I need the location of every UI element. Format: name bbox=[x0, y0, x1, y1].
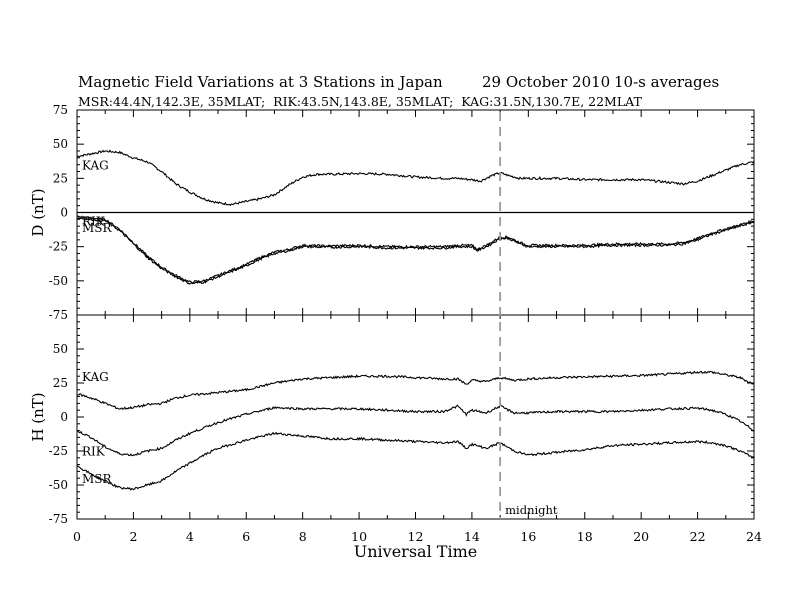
bottom-panel-frame bbox=[76, 314, 755, 520]
top-series-label-rik: RIK bbox=[82, 215, 106, 229]
top-ytick-label: 75 bbox=[53, 103, 68, 117]
chart-averaging: 10-s averages bbox=[614, 73, 720, 91]
xtick-label: 8 bbox=[299, 529, 307, 544]
top-ytick-label: 0 bbox=[60, 206, 68, 220]
bottom-series-kag bbox=[77, 370, 755, 410]
top-series-rik bbox=[76, 215, 755, 284]
xtick-label: 24 bbox=[746, 529, 762, 544]
station-list: MSR:44.4N,142.3E, 35MLAT; RIK:43.5N,143.… bbox=[78, 94, 642, 109]
top-series-label-kag: KAG bbox=[82, 158, 109, 172]
bottom-series-msr bbox=[76, 431, 755, 491]
bottom-ytick-label: 25 bbox=[53, 376, 68, 390]
bottom-ytick-label: -50 bbox=[49, 478, 68, 492]
bottom-series-rik bbox=[76, 404, 755, 457]
xtick-label: 6 bbox=[242, 529, 250, 544]
chart-date: 29 October 2010 bbox=[482, 73, 611, 91]
top-series-kag bbox=[76, 149, 755, 206]
bottom-series-label-rik: RIK bbox=[82, 445, 106, 459]
xtick-label: 20 bbox=[633, 529, 649, 544]
top-ytick-label: -50 bbox=[49, 274, 68, 288]
xtick-label: 14 bbox=[464, 529, 480, 544]
bottom-ytick-label: -75 bbox=[49, 512, 68, 526]
xtick-label: 16 bbox=[520, 529, 536, 544]
top-ylabel: D (nT) bbox=[29, 188, 47, 236]
xtick-label: 4 bbox=[186, 529, 194, 544]
top-ytick-label: 50 bbox=[53, 137, 68, 151]
bottom-series-label-msr: MSR bbox=[82, 472, 113, 486]
xtick-label: 0 bbox=[73, 529, 81, 544]
top-ytick-label: -75 bbox=[49, 308, 68, 322]
top-ytick-label: -25 bbox=[49, 240, 68, 254]
bottom-ytick-label: 0 bbox=[60, 410, 68, 424]
midnight-annotation: midnight bbox=[505, 503, 558, 517]
bottom-ylabel: H (nT) bbox=[29, 392, 47, 441]
xaxis-label: Universal Time bbox=[354, 542, 477, 561]
bottom-series-label-kag: KAG bbox=[82, 370, 109, 384]
bottom-ytick-label: 50 bbox=[53, 342, 68, 356]
top-ytick-label: 25 bbox=[53, 171, 68, 185]
chart-title: Magnetic Field Variations at 3 Stations … bbox=[78, 73, 443, 91]
xtick-label: 2 bbox=[129, 529, 137, 544]
xtick-label: 22 bbox=[690, 529, 706, 544]
xtick-label: 10 bbox=[351, 529, 367, 544]
xtick-label: 12 bbox=[408, 529, 424, 544]
top-series-label-msr: MSR bbox=[82, 221, 113, 235]
xtick-label: 18 bbox=[577, 529, 593, 544]
bottom-ytick-label: -25 bbox=[49, 444, 68, 458]
top-series-msr bbox=[76, 217, 755, 285]
